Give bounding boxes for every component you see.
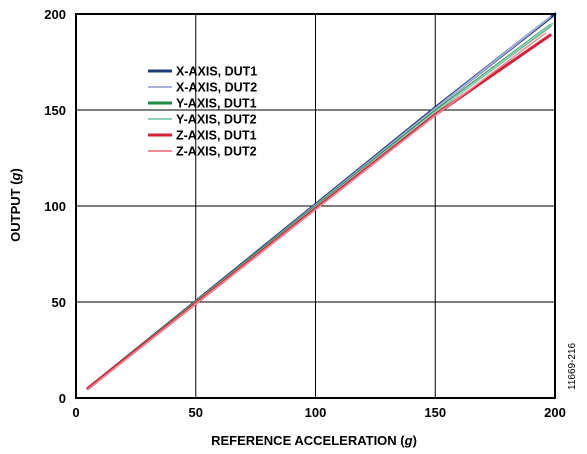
x-tick-label: 150 (424, 405, 446, 420)
x-tick-label: 100 (305, 405, 327, 420)
plot-frame (75, 13, 556, 399)
legend-label: Y-AXIS, DUT2 (176, 113, 257, 127)
series-layer (86, 12, 557, 390)
x-tick-labels: 0 50 100 150 200 (72, 405, 565, 420)
y-axis-title: OUTPUT (g) (8, 168, 23, 242)
x-tick-label: 0 (72, 405, 79, 420)
y-tick-label: 150 (44, 103, 66, 118)
y-tick-labels: 0 50 100 150 200 (44, 7, 66, 406)
legend-label: Z-AXIS, DUT2 (176, 145, 257, 159)
figure-id: 11669-216 (567, 342, 578, 390)
y-tick-label: 0 (59, 391, 66, 406)
y-tick-label: 200 (44, 7, 66, 22)
legend: X-AXIS, DUT1 X-AXIS, DUT2 Y-AXIS, DUT1 Y-AX… (148, 65, 257, 159)
legend-label: X-AXIS, DUT1 (176, 65, 257, 79)
series-line-z-axis-dut1 (86, 33, 552, 390)
y-tick-label: 50 (52, 295, 66, 310)
x-axis-title: REFERENCE ACCELERATION (g) (211, 433, 417, 448)
legend-label: Y-AXIS, DUT1 (176, 97, 257, 111)
x-tick-label: 200 (544, 405, 566, 420)
legend-label: Z-AXIS, DUT1 (176, 129, 257, 143)
legend-label: X-AXIS, DUT2 (176, 81, 257, 95)
y-tick-label: 100 (44, 199, 66, 214)
x-tick-label: 50 (189, 405, 203, 420)
series-line-z-axis-dut2 (87, 32, 547, 390)
